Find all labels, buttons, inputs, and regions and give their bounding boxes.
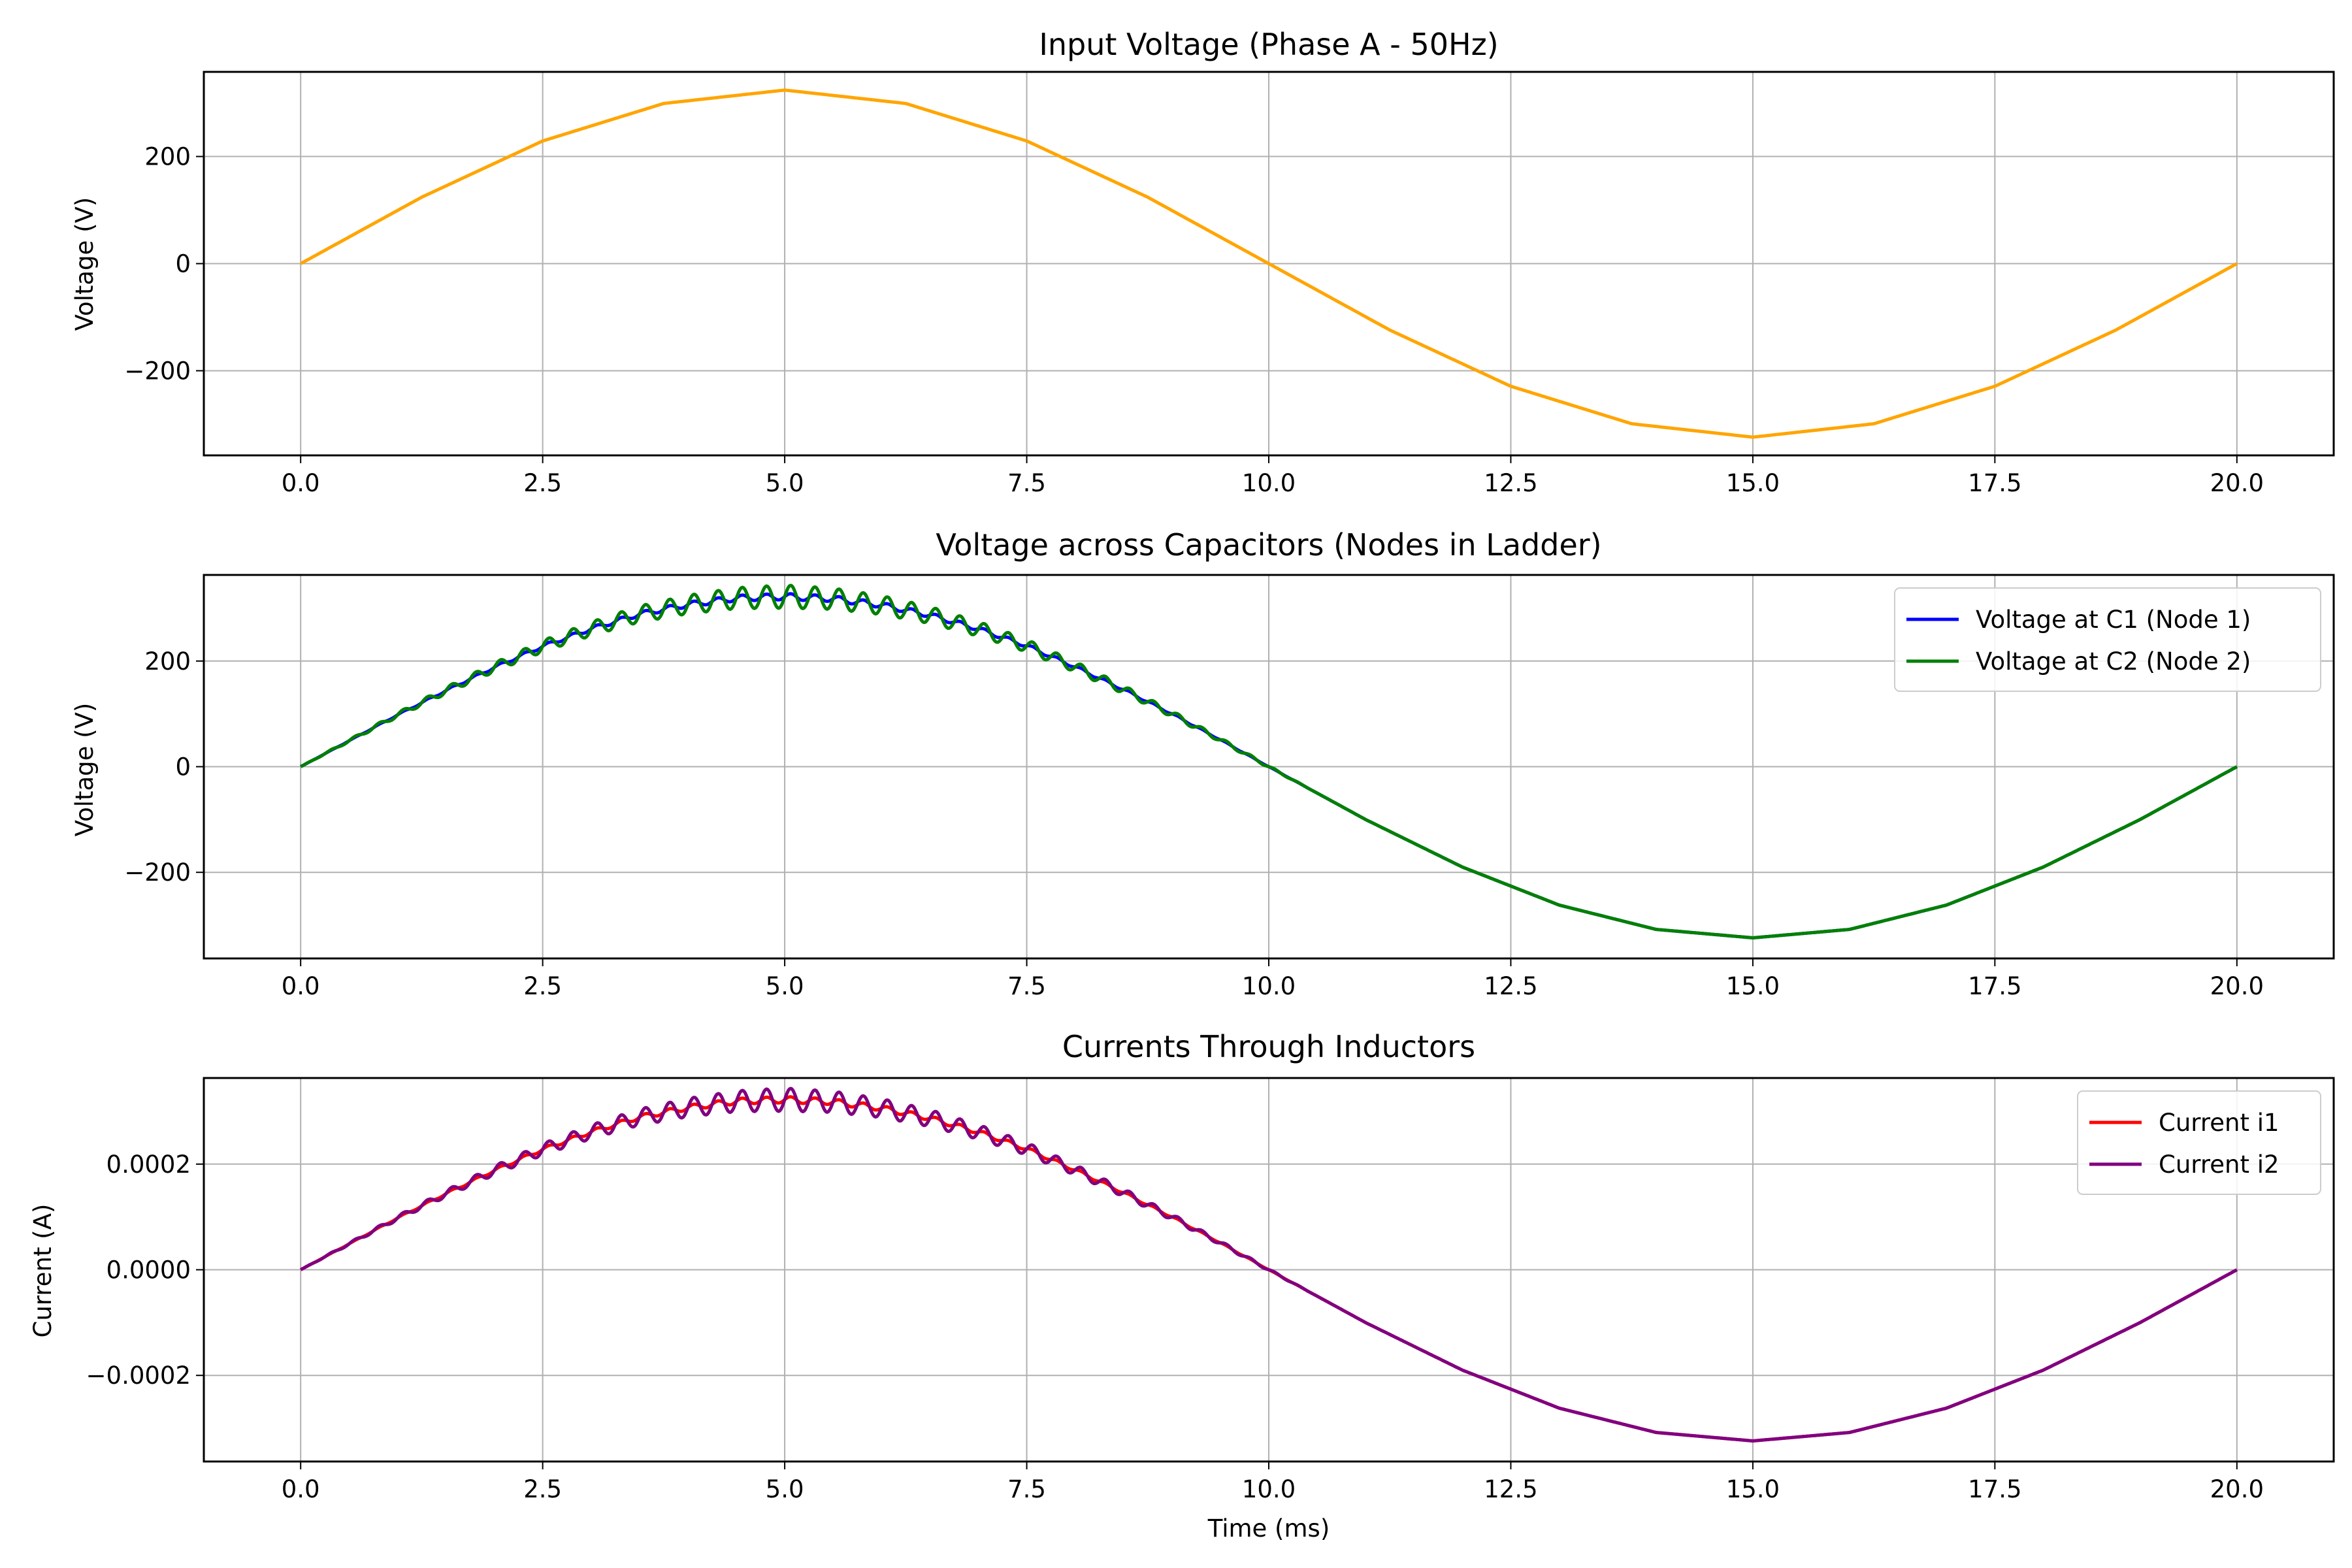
legend-box <box>1894 587 2321 692</box>
legend-entry: Voltage at C1 (Node 1) <box>1976 606 2251 634</box>
x-tick-label: 2.5 <box>523 469 562 497</box>
legend: Voltage at C1 (Node 1) Voltage at C2 (Nod… <box>1894 587 2321 692</box>
y-tick-label: 0.0000 <box>106 1256 191 1284</box>
series-line <box>299 1086 2238 1443</box>
y-axis-label: Voltage (V) <box>71 197 99 331</box>
x-tick-label: 7.5 <box>1007 469 1046 497</box>
legend-entry: Current i1 <box>2159 1109 2279 1137</box>
y-axis-label: Current (A) <box>29 1204 57 1338</box>
legend-box <box>2077 1090 2321 1195</box>
y-axis-label: Voltage (V) <box>71 703 99 837</box>
y-tick-label: 0.0002 <box>106 1151 191 1179</box>
x-tick-label: 10.0 <box>1242 972 1296 1000</box>
x-tick-label: 7.5 <box>1007 1475 1046 1503</box>
x-tick-label: 10.0 <box>1242 469 1296 497</box>
x-axis-label: Time (ms) <box>1207 1514 1330 1543</box>
legend: Current i1 Current i2 <box>2077 1090 2321 1195</box>
x-tick-label: 7.5 <box>1007 972 1046 1000</box>
legend-entry: Voltage at C2 (Node 2) <box>1976 647 2251 676</box>
y-tick-label: −200 <box>124 858 191 887</box>
chart-panel-capacitor-voltage: Voltage across Capacitors (Nodes in Ladd… <box>71 527 2335 1000</box>
x-tick-label: 17.5 <box>1968 972 2021 1000</box>
x-tick-label: 15.0 <box>1726 469 1780 497</box>
y-tick-label: 0 <box>175 753 191 781</box>
chart-title: Currents Through Inductors <box>1062 1029 1475 1064</box>
x-tick-label: 2.5 <box>523 972 562 1000</box>
x-tick-label: 12.5 <box>1484 972 1537 1000</box>
x-tick-label: 15.0 <box>1726 1475 1780 1503</box>
x-tick-label: 0.0 <box>282 972 320 1000</box>
x-tick-label: 20.0 <box>2210 469 2264 497</box>
y-tick-label: 0 <box>175 250 191 278</box>
x-tick-label: 0.0 <box>282 469 320 497</box>
chart-title: Voltage across Capacitors (Nodes in Ladd… <box>936 527 1601 563</box>
x-tick-label: 10.0 <box>1242 1475 1296 1503</box>
x-tick-label: 17.5 <box>1968 469 2021 497</box>
x-tick-label: 5.0 <box>766 1475 804 1503</box>
chart-panel-input-voltage: Input Voltage (Phase A - 50Hz) Voltage (… <box>71 27 2335 497</box>
x-tick-label: 17.5 <box>1968 1475 2021 1503</box>
x-tick-label: 5.0 <box>766 469 804 497</box>
y-tick-label: 200 <box>144 647 191 676</box>
x-tick-label: 20.0 <box>2210 972 2264 1000</box>
x-tick-label: 15.0 <box>1726 972 1780 1000</box>
series-line <box>299 88 2238 439</box>
x-tick-label: 20.0 <box>2210 1475 2264 1503</box>
series-line <box>299 583 2238 939</box>
x-tick-label: 2.5 <box>523 1475 562 1503</box>
chart-title: Input Voltage (Phase A - 50Hz) <box>1039 27 1498 62</box>
x-tick-label: 0.0 <box>282 1475 320 1503</box>
y-tick-label: −200 <box>124 357 191 385</box>
chart-panel-inductor-currents: Currents Through Inductors Current (A) T… <box>29 1029 2335 1543</box>
x-tick-label: 12.5 <box>1484 1475 1537 1503</box>
x-tick-label: 5.0 <box>766 972 804 1000</box>
y-tick-label: −0.0002 <box>86 1362 191 1390</box>
x-tick-label: 12.5 <box>1484 469 1537 497</box>
y-tick-label: 200 <box>144 143 191 171</box>
legend-entry: Current i2 <box>2159 1151 2279 1179</box>
